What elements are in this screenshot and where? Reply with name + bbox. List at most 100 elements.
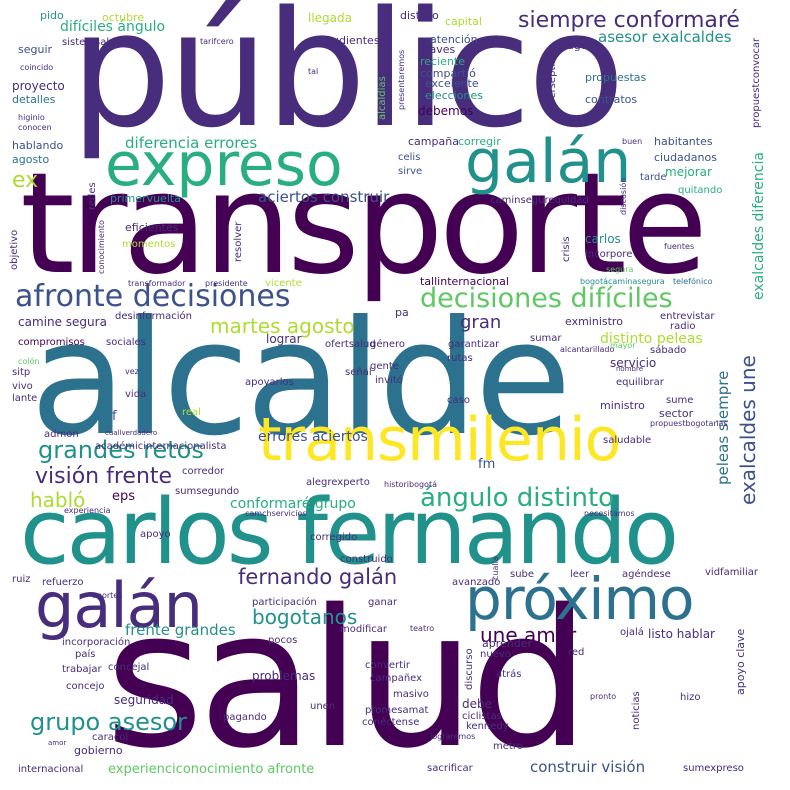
word-refuerzo: refuerzo	[42, 577, 84, 588]
word-vez: vez	[125, 367, 139, 376]
word-modificar: modificar	[340, 624, 388, 635]
word-alcantarillado: alcantarillado	[560, 345, 615, 354]
word-admon: admon	[44, 429, 79, 440]
word-campanex: campañex	[370, 673, 423, 684]
word-desinformacion: desinformación	[115, 311, 193, 322]
word-transformador: transformador	[128, 279, 186, 288]
word-pudientes: pudientes	[325, 34, 380, 47]
word-incorporacion: incorporación	[62, 637, 131, 648]
word-sube: sube	[510, 569, 535, 580]
word-errores-aciertos: errores aciertos	[258, 429, 368, 445]
word-afronte-decisiones: afronte decisiones	[15, 279, 291, 314]
word-conocimiento: conocimiento	[97, 220, 106, 274]
word-discusion: discusión	[619, 177, 628, 215]
word-exalcaldes-diferencia: exalcaldes diferencia	[751, 152, 767, 300]
word-incorpore: incorpore	[585, 249, 633, 260]
word-alegrexperto: alegrexperto	[306, 477, 370, 488]
word-eps: eps	[112, 489, 136, 504]
word-pa: pa	[395, 306, 409, 319]
word-problemas: problemas	[252, 669, 316, 683]
word-avanzado: avanzado	[452, 577, 501, 588]
word-elecciones: elecciones	[425, 89, 483, 102]
word-sabado: sábado	[650, 345, 687, 356]
word-caracol: caracol	[92, 732, 129, 743]
word-saludable: saludable	[603, 435, 652, 446]
word-corregido: corregido	[310, 532, 358, 543]
word-publico: público	[70, 0, 625, 163]
word-objetivo: objetivo	[9, 229, 20, 270]
word-real: real	[182, 407, 201, 418]
word-proximo: próximo	[465, 565, 695, 633]
word-pago: pago	[560, 39, 588, 52]
word-eficientes: eficientes	[125, 221, 179, 234]
word-aprender: aprender	[482, 637, 533, 650]
word-concejo: concejo	[66, 681, 105, 692]
word-galan-1: galán	[465, 127, 632, 197]
word-presentaremos: presentaremos	[397, 49, 406, 110]
word-ruiz: ruiz	[12, 574, 31, 585]
word-radio: radio	[670, 321, 696, 332]
word-experienciconocimiento-afronte: experienciconocimiento afronte	[108, 762, 315, 777]
word-martes-agosto: martes agosto	[210, 314, 355, 338]
word-angulo-distinto: ángulo distinto	[420, 483, 615, 513]
word-teatro: teatro	[410, 624, 435, 633]
word-trabajar: trabajar	[62, 664, 102, 675]
word-siempre-conformare: siempre conformaré	[518, 8, 740, 33]
word-momentos: momentos	[122, 239, 176, 250]
word-corregir: corregir	[458, 135, 501, 148]
word-tarifcero: tarifcero	[200, 37, 234, 46]
word-f: f	[112, 409, 117, 424]
word-nombre: nombre	[616, 365, 644, 373]
word-detalles: detalles	[12, 93, 56, 106]
word-octubre: octubre	[102, 11, 145, 24]
word-debemos: debemos	[418, 104, 474, 118]
word-decisiones-dificiles: decisiones difíciles	[420, 283, 673, 314]
word-hablo: habló	[30, 488, 86, 512]
word-propuestas: propuestas	[585, 71, 647, 84]
word-apoyo: apoyo	[140, 529, 171, 540]
word-expreso: expreso	[105, 130, 343, 200]
word-lograremos: lograremos	[430, 732, 476, 741]
word-resolver: resolver	[233, 221, 244, 262]
word-camine-segura: camine segura	[18, 315, 107, 329]
word-hizo: hizo	[680, 692, 701, 703]
word-ministro: ministro	[600, 399, 645, 412]
word-ciclistas: ciclistas	[462, 711, 502, 722]
word-bogotanos: bogotanos	[252, 605, 358, 629]
word-mayor: mayor	[610, 341, 636, 350]
word-red: red	[568, 647, 585, 658]
word-lante: lante	[12, 393, 38, 404]
word-salud: salud	[105, 569, 590, 790]
word-compromisos: compromisos	[18, 337, 85, 348]
word-pocos: pocos	[268, 635, 298, 646]
word-entrevistar: entrevistar	[660, 311, 715, 322]
word-segura: segura	[606, 265, 634, 274]
word-tallinternacional: tallinternacional	[420, 275, 509, 288]
word-graves: graves	[418, 43, 456, 56]
word-galan-2: galán	[35, 569, 203, 642]
word-experiencia: experiencia	[64, 506, 111, 515]
word-celis: celis	[398, 152, 421, 163]
word-asesor-exalcaldes: asesor exalcaldes	[598, 28, 732, 46]
word-academicinternacionalista: académicinternacionalista	[95, 441, 227, 452]
word-diferencia-errores: diferencia errores	[125, 134, 258, 152]
word-conformare-grupo: conformaré grupo	[230, 496, 356, 512]
word-carlos: carlos	[585, 232, 621, 246]
word-exalcaldes-une: exalcaldes une	[736, 355, 760, 505]
word-alcaldias: alcaldías	[377, 76, 388, 120]
word-buen: buen	[622, 137, 643, 146]
word-discurso: discurso	[464, 648, 475, 690]
word-colon: colón	[18, 357, 40, 366]
word-caso: caso	[447, 395, 470, 406]
word-carrerseptima: carrerséptima	[547, 48, 558, 118]
word-exministro: exministro	[565, 315, 623, 328]
word-redes: redes	[87, 182, 98, 210]
word-vicente: vicente	[265, 278, 302, 289]
word-noticias: noticias	[631, 691, 642, 730]
word-vida: vida	[125, 389, 147, 400]
word-vision-frente: visión frente	[35, 464, 173, 489]
word-sumexpreso: sumexpreso	[683, 763, 744, 774]
word-internacional: internacional	[18, 764, 84, 775]
word-camchservicios: camchservicios	[245, 509, 307, 518]
word-agosto: agosto	[12, 153, 50, 166]
